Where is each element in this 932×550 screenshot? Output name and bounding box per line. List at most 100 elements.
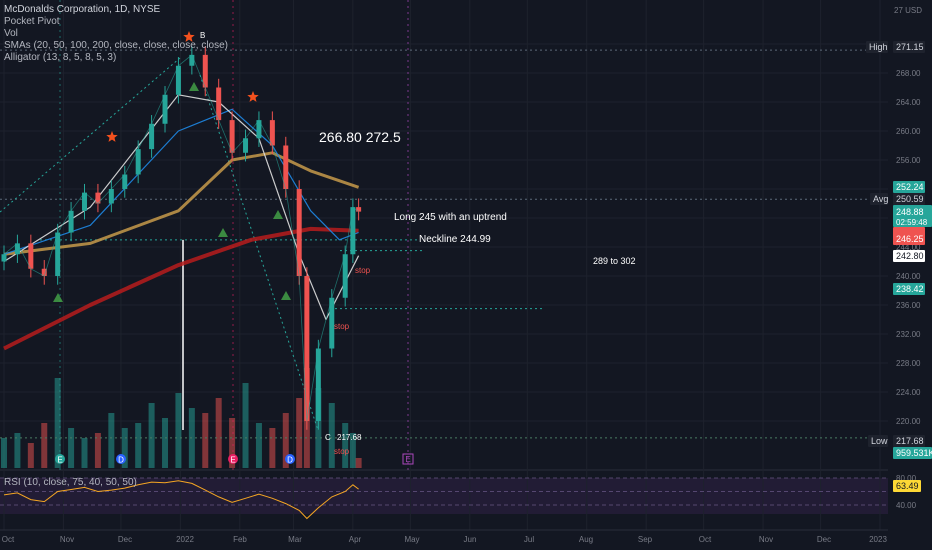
legend-alligator[interactable]: Alligator (13, 8, 5, 8, 5, 3) (4, 52, 117, 63)
stop-note: stop (355, 266, 371, 275)
white-badge: 242.80 (896, 251, 924, 261)
avg-badge: 250.59 (896, 194, 924, 204)
volume-bar (1, 438, 7, 468)
event-marker-label: D (118, 456, 124, 465)
volume-bar (81, 438, 88, 468)
volume-badge-bg (893, 447, 932, 459)
neckline-note: Neckline 244.99 (419, 234, 491, 245)
x-tick-label: Dec (118, 535, 132, 544)
avg-badge-bg (893, 193, 925, 205)
volume-bar (202, 413, 209, 468)
upper-badge: 252.24 (896, 182, 924, 192)
white-badge-bg (893, 250, 925, 262)
countdown: 02:59:48 (896, 218, 928, 227)
low-label-bg (868, 435, 888, 447)
y-tick-label: 256.00 (896, 156, 921, 165)
x-tick-label: Mar (288, 535, 302, 544)
candle-body (162, 94, 168, 124)
candle-body (95, 192, 101, 204)
event-marker-label: E (230, 456, 235, 465)
low-badge: 217.68 (896, 436, 924, 446)
stop-note: stop (334, 447, 350, 456)
volume-bar (269, 428, 276, 468)
candle-body (216, 87, 222, 121)
x-tick-label: May (404, 535, 419, 544)
star-marker (247, 91, 259, 102)
volume-bar (255, 423, 262, 468)
candle-body (41, 268, 47, 276)
long-note: Long 245 with an uptrend (394, 212, 507, 223)
event-marker (228, 454, 238, 464)
x-tick-label: Oct (2, 535, 15, 544)
high-label-bg (866, 41, 888, 53)
sma-line (3, 108, 359, 255)
volume-bar (94, 433, 101, 468)
rsi-band (0, 478, 888, 514)
candle-body (175, 65, 181, 95)
wave-label-b: B (200, 31, 205, 40)
x-tick-label: Jul (524, 535, 534, 544)
triangle-marker (189, 82, 199, 91)
candle-body (356, 207, 362, 212)
annotations: 266.80 272.5 Long 245 with an uptrend Neck… (200, 31, 636, 456)
legend-pocket-pivot[interactable]: Pocket Pivot (4, 16, 60, 27)
volume-bar (41, 423, 48, 468)
y-tick-label: 232.00 (896, 330, 921, 339)
legend-rsi[interactable]: RSI (10, close, 75, 40, 50, 50) (4, 477, 137, 488)
candle-body (82, 192, 88, 211)
triangle-marker (281, 291, 291, 300)
volume-bar (68, 428, 75, 468)
avg-label-bg (870, 193, 888, 205)
legend-volume[interactable]: Vol (4, 28, 18, 39)
volume-bar (14, 433, 21, 468)
volume-bar (148, 403, 155, 468)
wave-label-c: C (325, 433, 331, 442)
event-marker-label: D (287, 456, 293, 465)
volume-bar (215, 398, 222, 468)
x-tick-label: Nov (60, 535, 74, 544)
price-axis: 27 USD272.00268.00264.00260.00256.00252.… (866, 0, 932, 550)
rsi-pane (0, 477, 888, 520)
star-marker (106, 131, 118, 142)
time-axis-bg (0, 530, 888, 550)
x-tick-label: Nov (759, 535, 773, 544)
legend-symbol[interactable]: McDonalds Corporation, 1D, NYSE (4, 4, 161, 15)
x-tick-label: Aug (579, 535, 593, 544)
candle-body (108, 189, 114, 204)
x-tick-label: Sep (638, 535, 653, 544)
x-tick-label: 2022 (176, 535, 194, 544)
legend-smas[interactable]: SMAs (20, 50, 100, 200, close, close, cl… (4, 40, 228, 51)
red-badge: 246.25 (896, 234, 924, 244)
high-label: High (869, 42, 888, 52)
volume-bar (242, 383, 249, 468)
high-badge: 271.15 (896, 42, 924, 52)
target-note: 266.80 272.5 (319, 129, 401, 145)
avg-label: Avg (873, 194, 888, 204)
volume-bar (162, 418, 169, 468)
candle-body (243, 138, 249, 153)
rsi-badge-bg (893, 480, 921, 492)
y-tick-label: 260.00 (896, 127, 921, 136)
candle-body (135, 149, 141, 175)
y-tick-label: 236.00 (896, 301, 921, 310)
volume-bar (27, 443, 34, 468)
candle-body (14, 243, 20, 255)
low-badge-bg (893, 435, 925, 447)
candle-body (256, 120, 262, 139)
candle-body (350, 207, 356, 255)
volume-bar (108, 413, 115, 468)
candle-body (55, 232, 61, 276)
candle-body (149, 123, 155, 150)
volume-badge: 959.531K (896, 448, 932, 458)
candle-body (122, 174, 128, 189)
volume-bar (54, 378, 61, 468)
x-tick-label: Apr (349, 535, 362, 544)
star-marker (183, 31, 195, 42)
candle-body (283, 145, 289, 189)
x-tick-label: Dec (817, 535, 831, 544)
sma-line (3, 94, 360, 321)
volume-bar (229, 418, 236, 468)
triangle-marker (273, 210, 283, 219)
y-tick-label: 264.00 (896, 98, 921, 107)
